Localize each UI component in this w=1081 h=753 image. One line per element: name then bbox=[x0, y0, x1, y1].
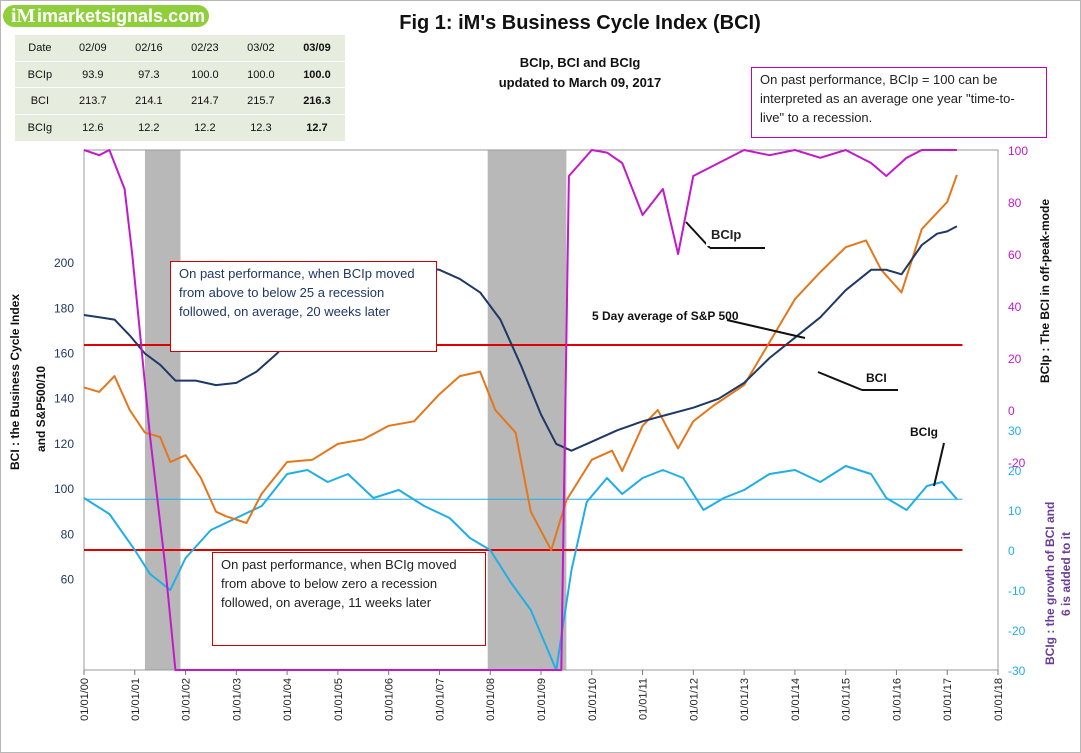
table-cell: 12.6 bbox=[64, 114, 121, 141]
table-header-cell: 03/02 bbox=[247, 41, 275, 54]
table-header-cell: 02/23 bbox=[191, 41, 219, 54]
table-row: BCIg 12.6 12.2 12.2 12.3 12.7 bbox=[15, 114, 345, 141]
table-cell: 12.2 bbox=[120, 114, 177, 141]
y-right-top-tick-label: 80 bbox=[1008, 196, 1022, 210]
left-axis-title: BCI : the Business Cycle Index bbox=[8, 293, 22, 470]
x-tick-label: 01/01/18 bbox=[993, 678, 1005, 721]
y-right-bottom-tick-label: -30 bbox=[1008, 664, 1026, 678]
y-left-tick-label: 180 bbox=[54, 301, 74, 315]
left-axis-title-2: and S&P500/10 bbox=[34, 365, 48, 452]
bci-callout-arrow bbox=[817, 371, 863, 391]
subtitle-line: BCIp, BCI and BCIg bbox=[519, 55, 641, 70]
y-right-top-tick-label: -20 bbox=[1008, 456, 1026, 470]
table-header-cell: 02/09 bbox=[79, 41, 107, 54]
y-right-bottom-tick-label: 20 bbox=[1008, 464, 1022, 478]
x-tick-label: 01/01/12 bbox=[688, 678, 700, 721]
series-line-bcig bbox=[83, 465, 958, 671]
x-tick-label: 01/01/05 bbox=[333, 678, 345, 721]
y-left-tick-label: 80 bbox=[61, 527, 75, 541]
x-tick-label: 01/01/02 bbox=[181, 678, 193, 721]
y-right-bottom-tick-label: -10 bbox=[1008, 584, 1026, 598]
y-right-top-tick-label: 60 bbox=[1008, 248, 1022, 262]
site-logo[interactable]: iM imarketsignals.com bbox=[3, 5, 209, 27]
table-row: BCI 213.7 214.1 214.7 215.7 216.3 bbox=[15, 87, 345, 115]
chart-subtitle: BCIp, BCI and BCIg updated to March 09, … bbox=[430, 53, 730, 93]
table-cell: 100.0 bbox=[176, 60, 233, 88]
right-bottom-axis-title-2: 6 is added to it bbox=[1059, 531, 1073, 616]
x-tick-label: 01/01/07 bbox=[434, 678, 446, 721]
table-cell: 214.1 bbox=[120, 87, 177, 115]
table-cell: 12.2 bbox=[176, 114, 233, 141]
row-label: BCI bbox=[15, 87, 65, 115]
bci-callout-label: BCI bbox=[866, 371, 887, 385]
x-tick-label: 01/01/00 bbox=[79, 678, 91, 721]
y-right-bottom-tick-label: 30 bbox=[1008, 424, 1022, 438]
x-tick-label: 01/01/01 bbox=[130, 678, 142, 721]
x-tick-label: 01/01/14 bbox=[790, 678, 802, 721]
table-header-cell: Date bbox=[28, 41, 52, 54]
time-to-live-note: On past performance, BCIp = 100 can be i… bbox=[751, 67, 1047, 138]
y-left-tick-label: 120 bbox=[54, 437, 74, 451]
logo-icon: iM bbox=[11, 5, 36, 27]
y-right-bottom-tick-label: 0 bbox=[1008, 544, 1015, 558]
table-cell: 12.7 bbox=[288, 114, 345, 141]
row-label: BCIg bbox=[15, 114, 65, 141]
table-cell: 97.3 bbox=[120, 60, 177, 88]
right-bottom-axis-title: BCIg : the growth of BCI and bbox=[1043, 501, 1057, 665]
x-tick-label: 01/01/04 bbox=[282, 678, 294, 721]
y-left-tick-label: 100 bbox=[54, 482, 74, 496]
bcig-callout-arrow bbox=[933, 442, 945, 487]
y-right-top-tick-label: 100 bbox=[1008, 144, 1028, 158]
table-cell: 93.9 bbox=[64, 60, 121, 88]
x-tick-label: 01/01/03 bbox=[231, 678, 243, 721]
y-right-top-tick-label: 40 bbox=[1008, 300, 1022, 314]
x-tick-label: 01/01/11 bbox=[638, 678, 650, 720]
x-tick-label: 01/01/09 bbox=[536, 678, 548, 721]
table-cell: 213.7 bbox=[64, 87, 121, 115]
x-tick-label: 01/01/15 bbox=[841, 678, 853, 721]
y-right-top-tick-label: 20 bbox=[1008, 352, 1022, 366]
table-header-cell: 02/16 bbox=[135, 41, 163, 54]
y-left-tick-label: 160 bbox=[54, 346, 74, 360]
table-header-cell: 03/09 bbox=[303, 41, 331, 54]
series-line-bcip bbox=[83, 149, 957, 671]
table-cell: 214.7 bbox=[176, 87, 233, 115]
x-tick-label: 01/01/16 bbox=[891, 678, 903, 721]
recent-values-table: Date 02/09 02/16 02/23 03/02 03/09 BCIp … bbox=[15, 35, 345, 141]
x-tick-label: 01/01/06 bbox=[384, 678, 396, 721]
table-row: BCIp 93.9 97.3 100.0 100.0 100.0 bbox=[15, 60, 345, 88]
y-left-tick-label: 200 bbox=[54, 256, 74, 270]
table-cell: 215.7 bbox=[232, 87, 289, 115]
table-cell: 12.3 bbox=[232, 114, 289, 141]
y-right-bottom-tick-label: 10 bbox=[1008, 504, 1022, 518]
x-tick-label: 01/01/10 bbox=[587, 678, 599, 721]
sp500-callout-label: 5 Day average of S&P 500 bbox=[592, 309, 739, 323]
bcip-rule-note: On past performance, when BCIp moved fro… bbox=[170, 261, 437, 352]
table-cell: 100.0 bbox=[232, 60, 289, 88]
y-right-top-tick-label: 0 bbox=[1008, 404, 1015, 418]
subtitle-line: updated to March 09, 2017 bbox=[498, 75, 662, 90]
bcip-callout-label: BCIp bbox=[706, 222, 764, 246]
x-tick-label: 01/01/13 bbox=[739, 678, 751, 721]
y-right-bottom-tick-label: -20 bbox=[1008, 624, 1026, 638]
bcig-rule-note: On past performance, when BCIg moved fro… bbox=[212, 552, 486, 646]
row-label: BCIp bbox=[15, 60, 65, 88]
sp500-callout-arrow bbox=[726, 319, 806, 339]
recession-band bbox=[487, 150, 567, 670]
chart-title: Fig 1: iM's Business Cycle Index (BCI) bbox=[399, 12, 761, 34]
table-cell: 100.0 bbox=[288, 60, 345, 88]
logo-text: imarketsignals.com bbox=[37, 6, 206, 26]
recession-band bbox=[144, 150, 181, 670]
x-tick-label: 01/01/08 bbox=[485, 678, 497, 721]
series-line-bci bbox=[83, 225, 958, 452]
y-left-tick-label: 60 bbox=[61, 573, 75, 587]
y-left-tick-label: 140 bbox=[54, 392, 74, 406]
table-cell: 216.3 bbox=[288, 87, 345, 115]
table-header-row: Date 02/09 02/16 02/23 03/02 03/09 bbox=[15, 35, 345, 61]
x-tick-label: 01/01/17 bbox=[942, 678, 954, 721]
series-line-s-p-500 bbox=[83, 174, 958, 552]
bcig-callout-label: BCIg bbox=[910, 425, 938, 439]
right-top-axis-title: BCIp : The BCI in off-peak-mode bbox=[1038, 199, 1052, 383]
